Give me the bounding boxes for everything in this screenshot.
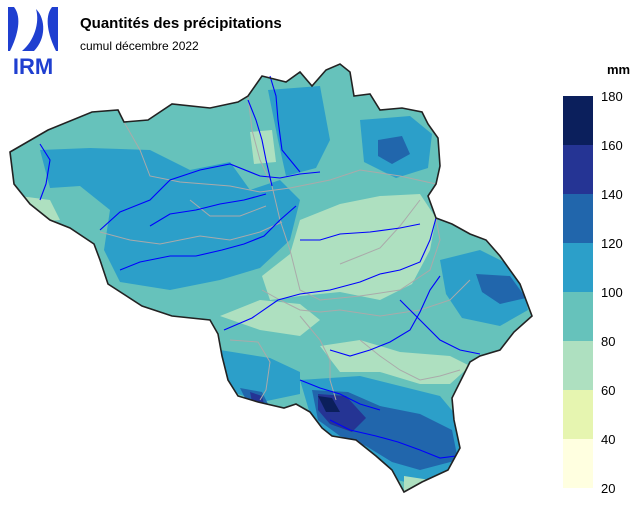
irm-logo: IRM: [6, 5, 60, 79]
legend-tick-label: 60: [601, 383, 616, 398]
legend-swatch-140-160: [563, 145, 593, 194]
legend-tick-label: 160: [601, 138, 623, 153]
legend-swatch-40-60: [563, 390, 593, 439]
legend-tick-label: 140: [601, 187, 623, 202]
precipitation-fill: [10, 64, 532, 492]
rivers: [39, 75, 481, 459]
legend-swatch-120-140: [563, 194, 593, 243]
legend-swatch-160-180: [563, 96, 593, 145]
legend-tick-label: 80: [601, 334, 616, 349]
legend-swatch-20-40: [563, 439, 593, 488]
legend-unit: mm: [607, 62, 631, 77]
map-title: Quantités des précipitations: [80, 15, 282, 32]
legend-tick-label: 40: [601, 432, 616, 447]
map-subtitle: cumul décembre 2022: [80, 39, 199, 53]
legend-tick-label: 180: [601, 89, 623, 104]
legend-tick-label: 120: [601, 236, 623, 251]
belgium-border: [9, 63, 533, 494]
legend-tick-label: 100: [601, 285, 623, 300]
legend-swatch-60-80: [563, 341, 593, 390]
logo-text: IRM: [12, 54, 54, 79]
legend-swatch-100-120: [563, 243, 593, 292]
legend-tick-label: 20: [601, 481, 616, 496]
province-borders: [99, 95, 471, 401]
legend-colorbar: [563, 96, 593, 488]
legend-swatch-80-100: [563, 292, 593, 341]
